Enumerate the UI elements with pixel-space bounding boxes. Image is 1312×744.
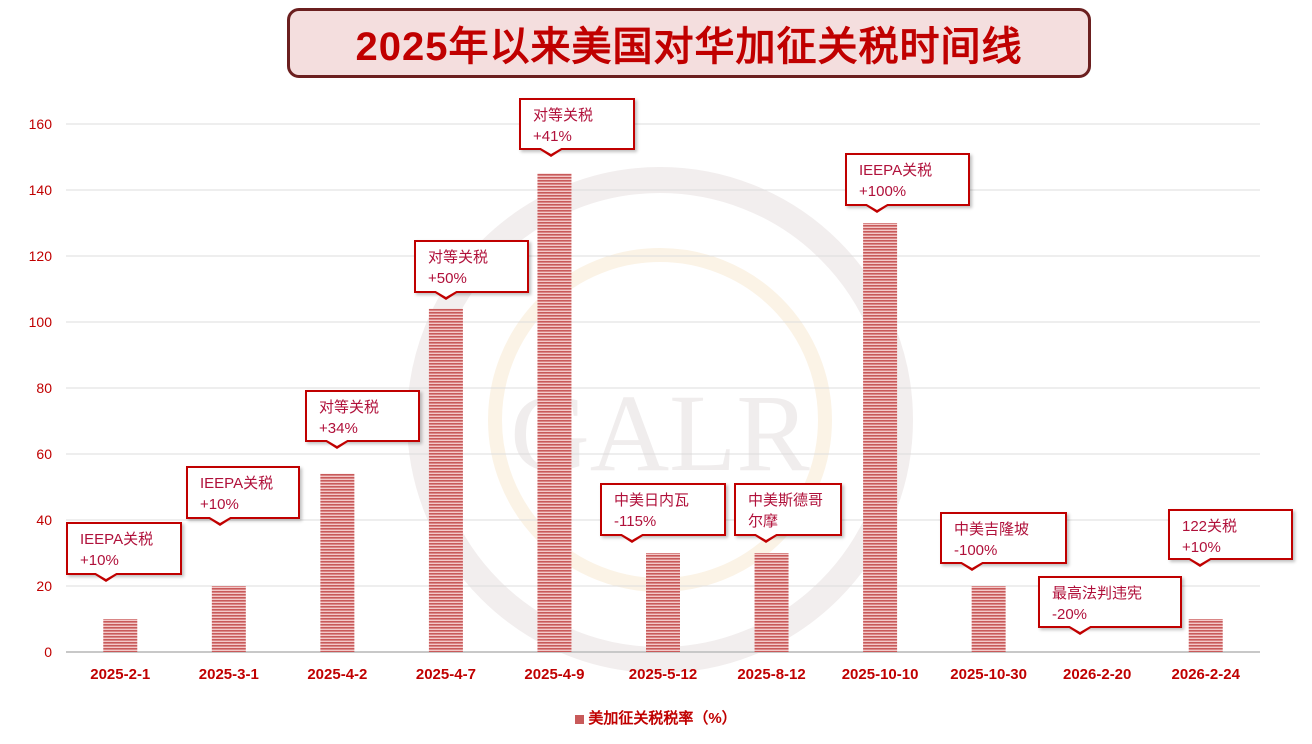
annotation-callout: 对等关税 +41% — [519, 98, 635, 157]
x-tick-label: 2025-3-1 — [199, 666, 259, 683]
annotation-callout: 对等关税 +34% — [305, 390, 420, 449]
chart-title-box: 2025年以来美国对华加征关税时间线 — [287, 8, 1091, 78]
legend-label: 美加征关税税率（%） — [588, 710, 737, 727]
annotation-line2: -100% — [954, 542, 998, 559]
callout-pointer-fill — [1188, 557, 1212, 564]
annotation-callout: 最高法判违宪 -20% — [1038, 576, 1182, 635]
x-tick-label: 2025-2-1 — [90, 666, 150, 683]
x-tick-label: 2025-10-10 — [842, 666, 919, 683]
annotation-line2: +100% — [859, 183, 907, 200]
y-tick-label: 140 — [29, 182, 53, 198]
annotation-line2: 尔摩 — [748, 513, 779, 530]
x-tick-label: 2025-8-12 — [737, 666, 805, 683]
callout-pointer-fill — [620, 533, 644, 540]
y-tick-label: 40 — [36, 512, 52, 528]
callout-pointer-fill — [325, 439, 349, 446]
x-tick-label: 2026-2-20 — [1063, 666, 1131, 683]
legend-swatch — [575, 714, 585, 724]
annotation-callout: 中美斯德哥 尔摩 — [734, 483, 842, 543]
y-tick-label: 0 — [44, 644, 52, 660]
watermark-ring — [407, 167, 913, 673]
y-tick-label: 20 — [36, 578, 52, 594]
bar — [646, 553, 680, 652]
annotation-callout: 中美吉隆坡 -100% — [940, 512, 1067, 571]
annotation-line2: +34% — [319, 420, 358, 437]
x-tick-label: 2025-4-9 — [524, 666, 584, 683]
chart-title: 2025年以来美国对华加征关税时间线 — [355, 25, 1023, 69]
y-tick-label: 60 — [36, 446, 52, 462]
bar — [971, 586, 1006, 652]
annotation-line1: 中美斯德哥 — [748, 492, 824, 509]
annotation-callout: IEEPA关税 +100% — [845, 153, 970, 213]
annotation-callout: 中美日内瓦 -115% — [600, 483, 726, 543]
annotation-line2: -115% — [614, 513, 657, 530]
bar — [863, 223, 898, 652]
bar — [428, 308, 463, 652]
annotation-line1: 对等关税 — [428, 249, 489, 266]
annotation-line2: +50% — [428, 270, 467, 287]
x-tick-label: 2026-2-24 — [1172, 666, 1241, 683]
callout-pointer-fill — [434, 290, 458, 297]
annotation-line1: 中美日内瓦 — [614, 492, 690, 509]
callout-pointer-fill — [1068, 625, 1092, 632]
annotation-line2: +10% — [80, 552, 119, 569]
annotation-line1: 对等关税 — [319, 399, 380, 416]
callout-pointer-fill — [754, 533, 778, 540]
callout-pointer-fill — [539, 147, 563, 154]
annotation-line1: 中美吉隆坡 — [954, 521, 1030, 538]
annotation-line2: +10% — [200, 496, 239, 513]
callout-pointer-fill — [960, 561, 984, 568]
annotation-line1: IEEPA关税 — [80, 531, 154, 548]
bar — [211, 586, 246, 652]
callout-pointer-fill — [865, 203, 889, 210]
y-tick-label: 120 — [29, 248, 53, 264]
bar — [1188, 619, 1223, 652]
annotation-line1: IEEPA关税 — [859, 162, 933, 179]
annotation-callout: 对等关税 +50% — [414, 240, 529, 300]
bar — [754, 553, 789, 652]
annotation-callout: 122关税 +10% — [1168, 509, 1293, 567]
y-tick-label: 80 — [36, 380, 52, 396]
x-tick-label: 2025-4-2 — [307, 666, 367, 683]
annotation-callout: IEEPA关税 +10% — [66, 522, 182, 582]
annotation-line1: 对等关税 — [533, 107, 594, 124]
y-tick-label: 160 — [29, 116, 53, 132]
annotation-line2: -20% — [1052, 606, 1088, 623]
annotation-line1: 122关税 — [1182, 518, 1238, 535]
annotation-line1: IEEPA关税 — [200, 475, 274, 492]
bar — [103, 619, 138, 652]
annotation-callout: IEEPA关税 +10% — [186, 466, 300, 526]
legend: 美加征关税税率（%） — [0, 707, 1312, 728]
x-tick-label: 2025-10-30 — [950, 666, 1027, 683]
annotation-line1: 最高法判违宪 — [1052, 585, 1143, 602]
callout-pointer-fill — [208, 516, 232, 523]
annotation-line2: +41% — [533, 128, 572, 145]
bar — [320, 473, 355, 652]
annotation-line2: +10% — [1182, 539, 1221, 556]
y-tick-label: 100 — [29, 314, 53, 330]
x-tick-label: 2025-4-7 — [416, 666, 476, 683]
bar — [537, 173, 572, 652]
callout-pointer-fill — [94, 572, 118, 579]
x-tick-label: 2025-5-12 — [629, 666, 697, 683]
